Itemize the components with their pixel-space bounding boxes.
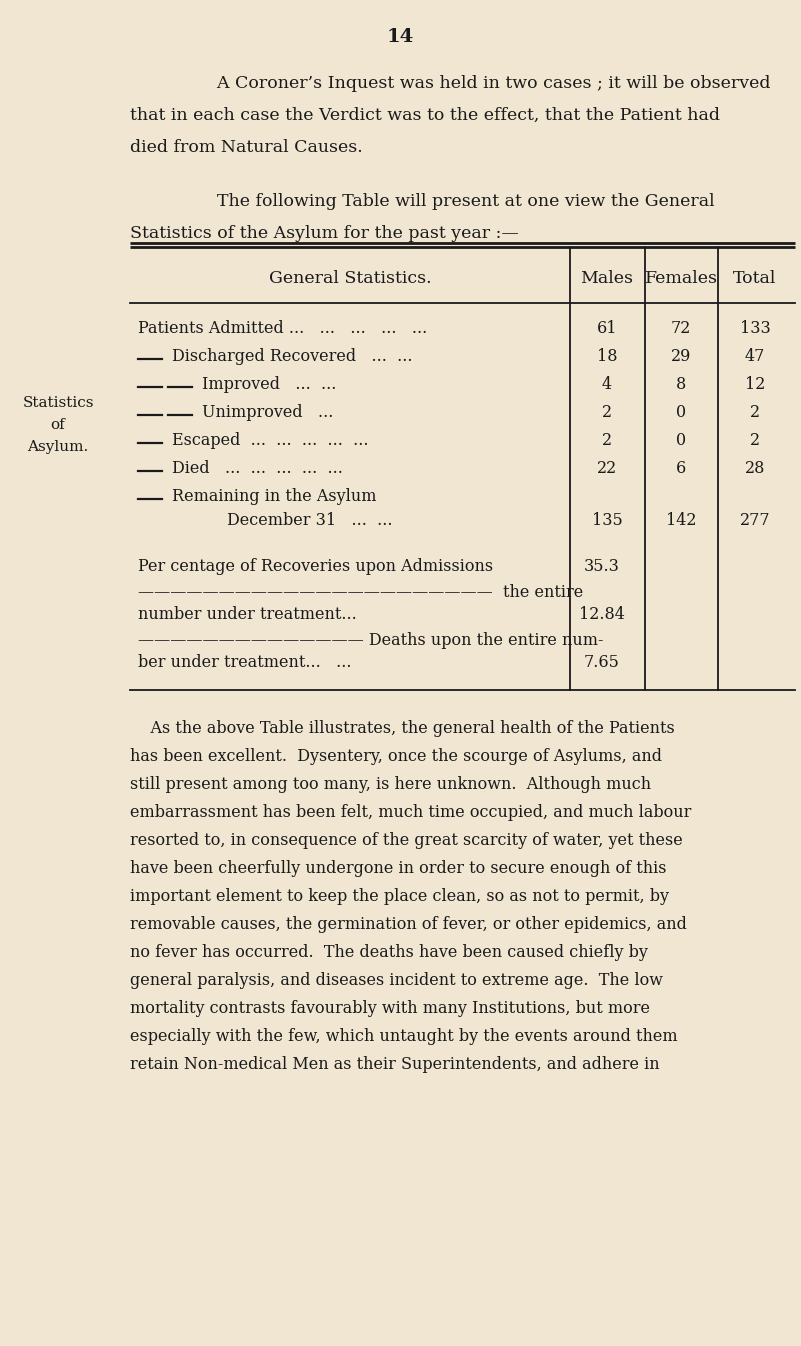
- Text: Patients Admitted ...   ...   ...   ...   ...: Patients Admitted ... ... ... ... ...: [138, 320, 427, 336]
- Text: 18: 18: [597, 349, 618, 365]
- Text: 0: 0: [676, 432, 686, 450]
- Text: ber under treatment...   ...: ber under treatment... ...: [138, 654, 352, 672]
- Text: Males: Males: [581, 271, 634, 287]
- Text: 142: 142: [666, 511, 696, 529]
- Text: removable causes, the germination of fever, or other epidemics, and: removable causes, the germination of fev…: [130, 917, 687, 933]
- Text: Statistics: Statistics: [22, 396, 94, 411]
- Text: ——————————————————————  the entire: —————————————————————— the entire: [138, 584, 583, 602]
- Text: 133: 133: [739, 320, 771, 336]
- Text: 47: 47: [745, 349, 765, 365]
- Text: 4: 4: [602, 376, 612, 393]
- Text: 277: 277: [739, 511, 771, 529]
- Text: Improved   ...  ...: Improved ... ...: [202, 376, 336, 393]
- Text: embarrassment has been felt, much time occupied, and much labour: embarrassment has been felt, much time o…: [130, 804, 691, 821]
- Text: Asylum.: Asylum.: [27, 440, 89, 454]
- Text: Escaped  ...  ...  ...  ...  ...: Escaped ... ... ... ... ...: [172, 432, 368, 450]
- Text: died from Natural Causes.: died from Natural Causes.: [130, 139, 363, 156]
- Text: 61: 61: [597, 320, 618, 336]
- Text: 2: 2: [602, 404, 612, 421]
- Text: Unimproved   ...: Unimproved ...: [202, 404, 333, 421]
- Text: Per centage of Recoveries upon Admissions: Per centage of Recoveries upon Admission…: [138, 559, 493, 575]
- Text: of: of: [50, 419, 66, 432]
- Text: A Coroner’s Inquest was held in two cases ; it will be observed: A Coroner’s Inquest was held in two case…: [195, 75, 771, 92]
- Text: no fever has occurred.  The deaths have been caused chiefly by: no fever has occurred. The deaths have b…: [130, 944, 648, 961]
- Text: 72: 72: [670, 320, 691, 336]
- Text: especially with the few, which untaught by the events around them: especially with the few, which untaught …: [130, 1028, 678, 1044]
- Text: 12.84: 12.84: [579, 606, 625, 623]
- Text: 2: 2: [602, 432, 612, 450]
- Text: Females: Females: [645, 271, 718, 287]
- Text: 2: 2: [750, 432, 760, 450]
- Text: still present among too many, is here unknown.  Although much: still present among too many, is here un…: [130, 777, 651, 793]
- Text: 35.3: 35.3: [584, 559, 620, 575]
- Text: that in each case the Verdict was to the effect, that the Patient had: that in each case the Verdict was to the…: [130, 106, 720, 124]
- Text: Remaining in the Asylum: Remaining in the Asylum: [172, 489, 376, 505]
- Text: Discharged Recovered   ...  ...: Discharged Recovered ... ...: [172, 349, 413, 365]
- Text: general paralysis, and diseases incident to extreme age.  The low: general paralysis, and diseases incident…: [130, 972, 663, 989]
- Text: 14: 14: [387, 28, 414, 46]
- Text: —————————————— Deaths upon the entire num-: —————————————— Deaths upon the entire nu…: [138, 633, 603, 649]
- Text: resorted to, in consequence of the great scarcity of water, yet these: resorted to, in consequence of the great…: [130, 832, 682, 849]
- Text: 135: 135: [592, 511, 622, 529]
- Text: have been cheerfully undergone in order to secure enough of this: have been cheerfully undergone in order …: [130, 860, 666, 878]
- Text: important element to keep the place clean, so as not to permit, by: important element to keep the place clea…: [130, 888, 669, 905]
- Text: Died   ...  ...  ...  ...  ...: Died ... ... ... ... ...: [172, 460, 343, 476]
- Text: 7.65: 7.65: [584, 654, 620, 672]
- Text: As the above Table illustrates, the general health of the Patients: As the above Table illustrates, the gene…: [130, 720, 674, 738]
- Text: retain Non-medical Men as their Superintendents, and adhere in: retain Non-medical Men as their Superint…: [130, 1057, 660, 1073]
- Text: 0: 0: [676, 404, 686, 421]
- Text: The following Table will present at one view the General: The following Table will present at one …: [195, 192, 714, 210]
- Text: 28: 28: [745, 460, 765, 476]
- Text: 8: 8: [676, 376, 686, 393]
- Text: number under treatment...: number under treatment...: [138, 606, 356, 623]
- Text: Statistics of the Asylum for the past year :—: Statistics of the Asylum for the past ye…: [130, 225, 519, 242]
- Text: 6: 6: [676, 460, 686, 476]
- Text: 29: 29: [670, 349, 691, 365]
- Text: 2: 2: [750, 404, 760, 421]
- Text: mortality contrasts favourably with many Institutions, but more: mortality contrasts favourably with many…: [130, 1000, 650, 1018]
- Text: has been excellent.  Dysentery, once the scourge of Asylums, and: has been excellent. Dysentery, once the …: [130, 748, 662, 765]
- Text: 12: 12: [745, 376, 765, 393]
- Text: Total: Total: [733, 271, 777, 287]
- Text: 22: 22: [597, 460, 617, 476]
- Text: General Statistics.: General Statistics.: [268, 271, 431, 287]
- Text: December 31   ...  ...: December 31 ... ...: [227, 511, 392, 529]
